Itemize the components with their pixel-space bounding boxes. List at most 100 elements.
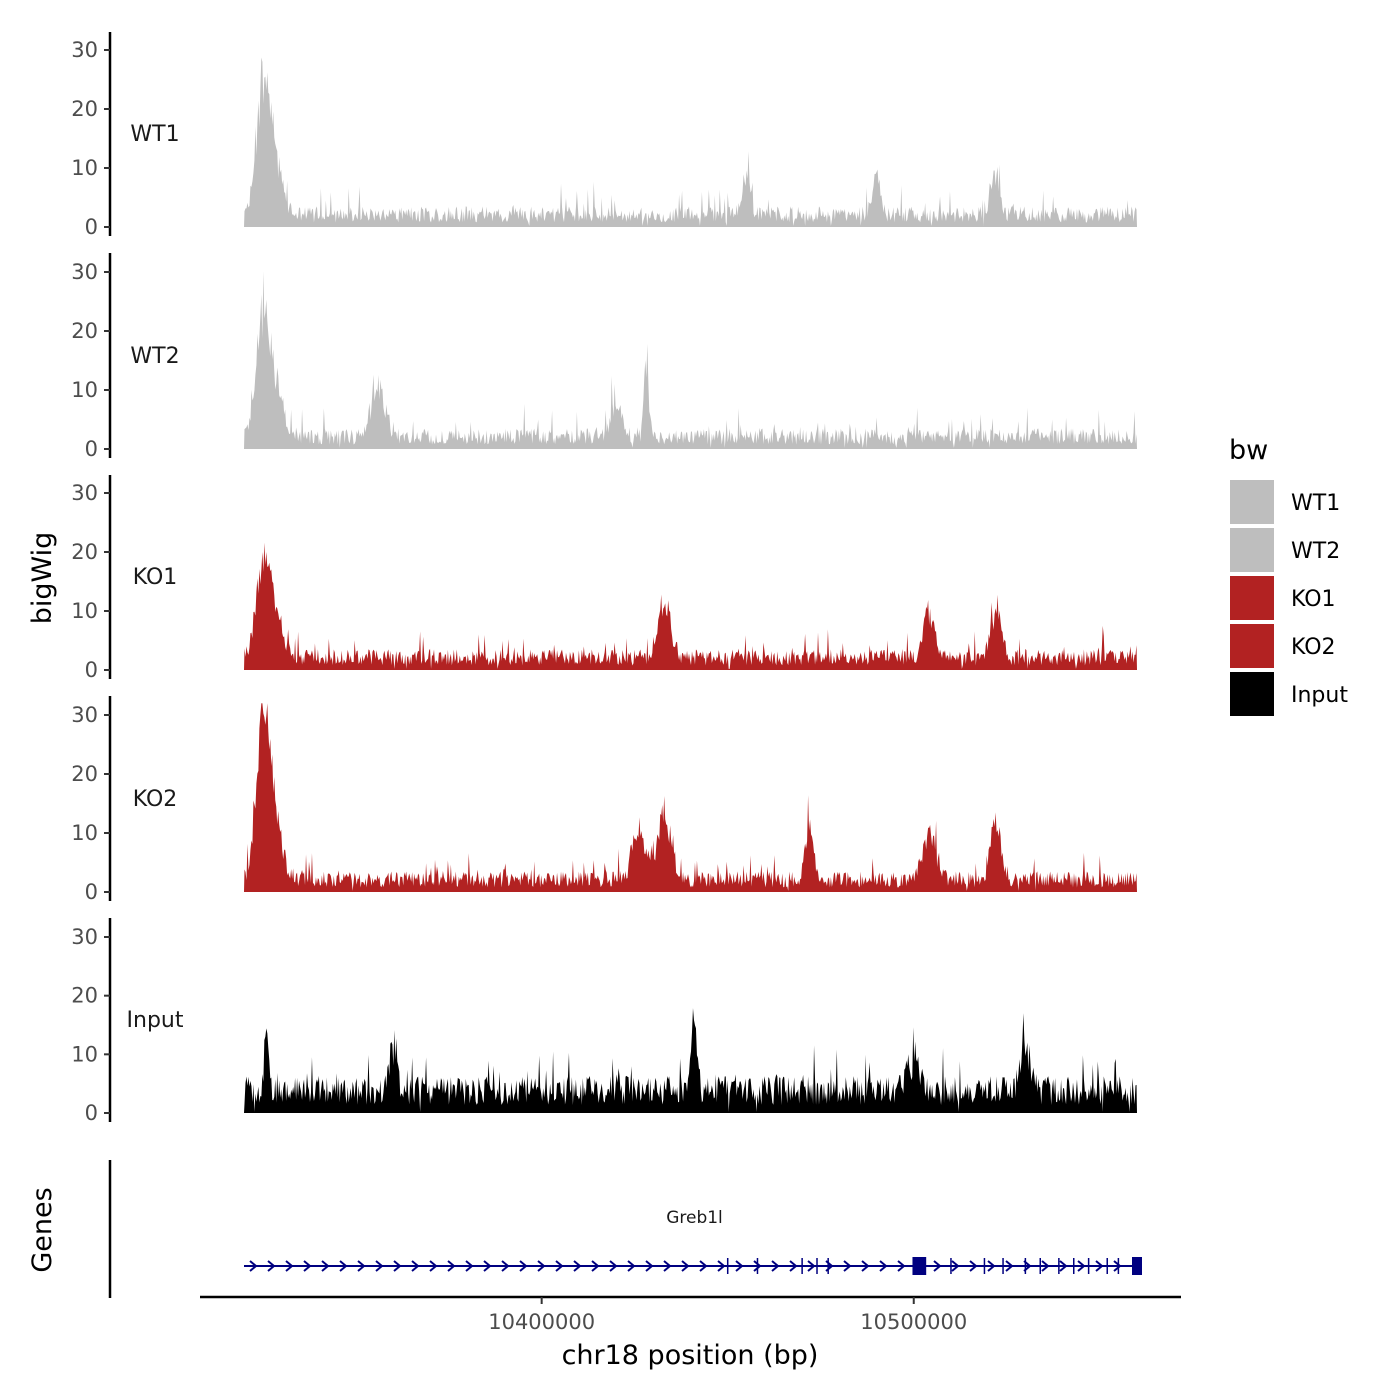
strand-arrow — [897, 1260, 906, 1272]
strand-arrow — [465, 1260, 474, 1272]
y-tick-label: 30 — [71, 260, 98, 284]
y-tick-label: 0 — [85, 1101, 98, 1125]
strand-arrow — [663, 1260, 672, 1272]
strand-arrow — [429, 1260, 438, 1272]
strand-arrow — [735, 1260, 744, 1272]
x-tick-label: 10500000 — [860, 1310, 967, 1334]
strand-arrow — [321, 1260, 330, 1272]
y-tick-label: 20 — [71, 97, 98, 121]
strand-arrow — [537, 1260, 546, 1272]
strand-arrow — [447, 1260, 456, 1272]
strand-arrow — [987, 1260, 996, 1272]
strand-arrow — [501, 1260, 510, 1272]
strand-arrow — [789, 1260, 798, 1272]
strand-arrow — [861, 1260, 870, 1272]
y-tick-label: 10 — [71, 156, 98, 180]
y-tick-label: 10 — [71, 599, 98, 623]
strand-arrow — [357, 1260, 366, 1272]
strand-arrow — [375, 1260, 384, 1272]
strand-arrow — [627, 1260, 636, 1272]
y-tick-label: 20 — [71, 319, 98, 343]
y-tick-label: 0 — [85, 658, 98, 682]
track-input: 0 10 20 30 Input — [71, 918, 1137, 1125]
y-tick-label: 30 — [71, 38, 98, 62]
y-tick-label: 20 — [71, 984, 98, 1008]
legend-swatch-wt1 — [1230, 480, 1274, 524]
strand-arrow — [267, 1260, 276, 1272]
legend-label-input: Input — [1291, 683, 1348, 708]
track-label-wt1: WT1 — [130, 122, 179, 147]
y-axis-title: bigWig — [27, 532, 58, 625]
legend-label-wt1: WT1 — [1291, 491, 1340, 516]
y-tick-label: 30 — [71, 925, 98, 949]
signal-area-wt2 — [244, 271, 1137, 449]
strand-arrow — [393, 1260, 402, 1272]
genes-panel: Greb1l — [108, 1160, 1142, 1298]
strand-arrow — [951, 1260, 960, 1272]
y-tick-label: 10 — [71, 1042, 98, 1066]
strand-arrow — [339, 1260, 348, 1272]
legend-swatch-ko1 — [1230, 576, 1274, 620]
strand-arrow — [249, 1260, 258, 1272]
y-tick-label: 30 — [71, 703, 98, 727]
strand-arrow — [1005, 1260, 1014, 1272]
strand-arrow — [483, 1260, 492, 1272]
strand-arrow — [843, 1260, 852, 1272]
track-wt1: 0 10 20 30 WT1 — [71, 32, 1137, 239]
strand-arrow — [645, 1260, 654, 1272]
strand-arrow — [753, 1260, 762, 1272]
y-tick-label: 20 — [71, 540, 98, 564]
genes-axis-title: Genes — [27, 1187, 58, 1272]
y-tick-label: 30 — [71, 481, 98, 505]
exon-block — [916, 1257, 927, 1275]
track-label-wt2: WT2 — [130, 344, 179, 369]
signal-area-ko1 — [244, 542, 1137, 670]
x-axis-title: chr18 position (bp) — [562, 1340, 819, 1371]
signal-area-ko2 — [244, 703, 1137, 892]
strand-arrow — [969, 1260, 978, 1272]
legend-swatch-input — [1230, 672, 1274, 716]
legend-label-ko1: KO1 — [1291, 587, 1336, 612]
legend: bw WT1 WT2 KO1 KO2 Input — [1229, 435, 1348, 716]
strand-arrow — [933, 1260, 942, 1272]
legend-swatch-wt2 — [1230, 528, 1274, 572]
track-label-ko2: KO2 — [133, 787, 178, 812]
strand-arrow — [519, 1260, 528, 1272]
y-tick-label: 10 — [71, 821, 98, 845]
x-axis: 10400000 10500000 — [200, 1295, 1181, 1334]
strand-arrow — [609, 1260, 618, 1272]
track-ko2: 0 10 20 30 KO2 — [71, 696, 1137, 904]
strand-arrow — [411, 1260, 420, 1272]
gene-greb1l: Greb1l — [244, 1208, 1142, 1275]
tracks-layer: 0 10 20 30 WT1 0 10 20 30 WT2 0 10 20 30 KO1 0 10 20 30 KO2… — [71, 32, 1137, 1125]
x-tick-label: 10400000 — [488, 1310, 595, 1334]
strand-arrow — [1077, 1260, 1086, 1272]
track-label-ko1: KO1 — [133, 565, 178, 590]
y-tick-label: 10 — [71, 378, 98, 402]
track-label-input: Input — [127, 1008, 184, 1033]
y-tick-label: 0 — [85, 437, 98, 461]
strand-arrow — [1059, 1260, 1068, 1272]
y-tick-label: 20 — [71, 762, 98, 786]
exon-block — [1132, 1257, 1142, 1275]
strand-arrow — [771, 1260, 780, 1272]
strand-arrow — [1095, 1260, 1104, 1272]
strand-arrow — [681, 1260, 690, 1272]
strand-arrow — [573, 1260, 582, 1272]
strand-arrow — [879, 1260, 888, 1272]
gene-label: Greb1l — [666, 1208, 723, 1228]
legend-label-wt2: WT2 — [1291, 539, 1340, 564]
strand-arrow — [555, 1260, 564, 1272]
strand-arrow — [1041, 1260, 1050, 1272]
strand-arrow — [807, 1260, 816, 1272]
legend-swatch-ko2 — [1230, 624, 1274, 668]
track-ko1: 0 10 20 30 KO1 — [71, 475, 1137, 682]
y-tick-label: 0 — [85, 215, 98, 239]
signal-area-wt1 — [244, 57, 1137, 228]
track-wt2: 0 10 20 30 WT2 — [71, 253, 1137, 461]
strand-arrow — [717, 1260, 726, 1272]
strand-arrow — [285, 1260, 294, 1272]
legend-title: bw — [1229, 435, 1268, 466]
legend-label-ko2: KO2 — [1291, 635, 1336, 660]
